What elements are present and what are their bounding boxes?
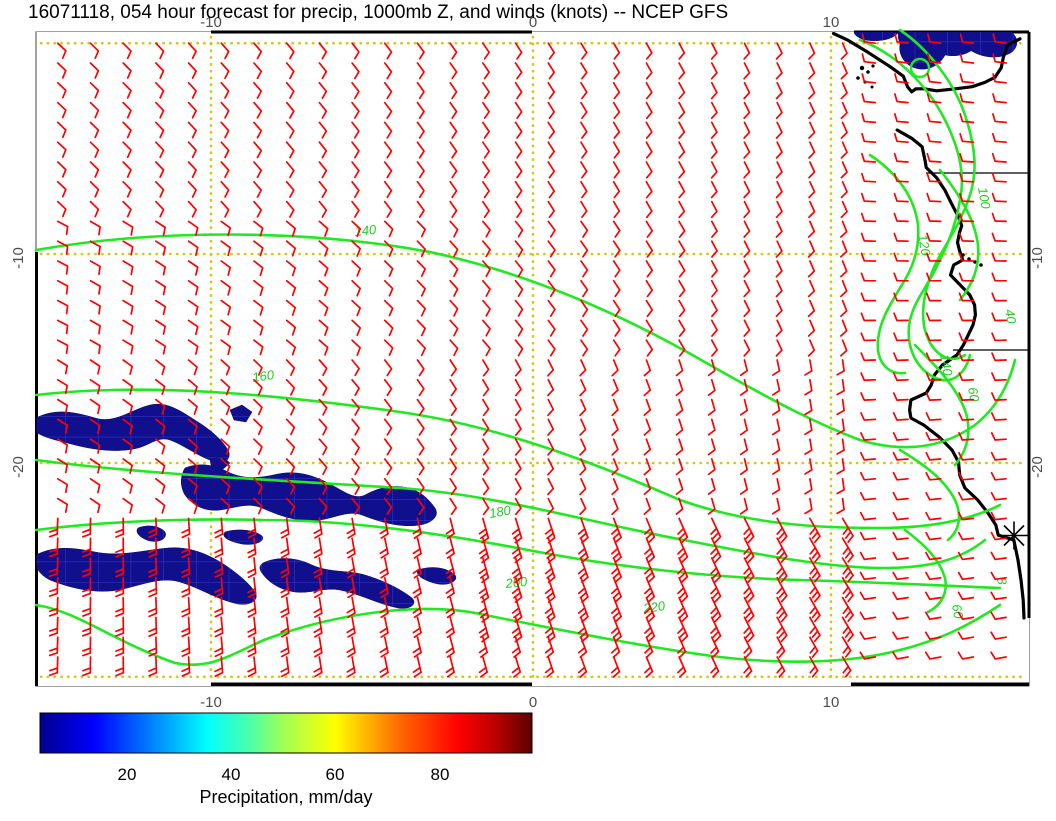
svg-text:160: 160 (251, 367, 275, 385)
svg-text:20: 20 (118, 765, 137, 784)
svg-text:-10: -10 (10, 247, 27, 269)
svg-text:0: 0 (529, 694, 537, 711)
svg-text:-10: -10 (1029, 247, 1046, 269)
svg-text:60: 60 (326, 765, 345, 784)
svg-text:-20: -20 (10, 456, 27, 478)
svg-text:-20: -20 (1029, 456, 1046, 478)
svg-text:Precipitation, mm/day: Precipitation, mm/day (199, 787, 372, 807)
svg-text:10: 10 (823, 694, 840, 711)
svg-text:40: 40 (222, 765, 241, 784)
svg-text:80: 80 (431, 765, 450, 784)
svg-text:10: 10 (823, 14, 840, 31)
svg-text:-10: -10 (200, 694, 222, 711)
